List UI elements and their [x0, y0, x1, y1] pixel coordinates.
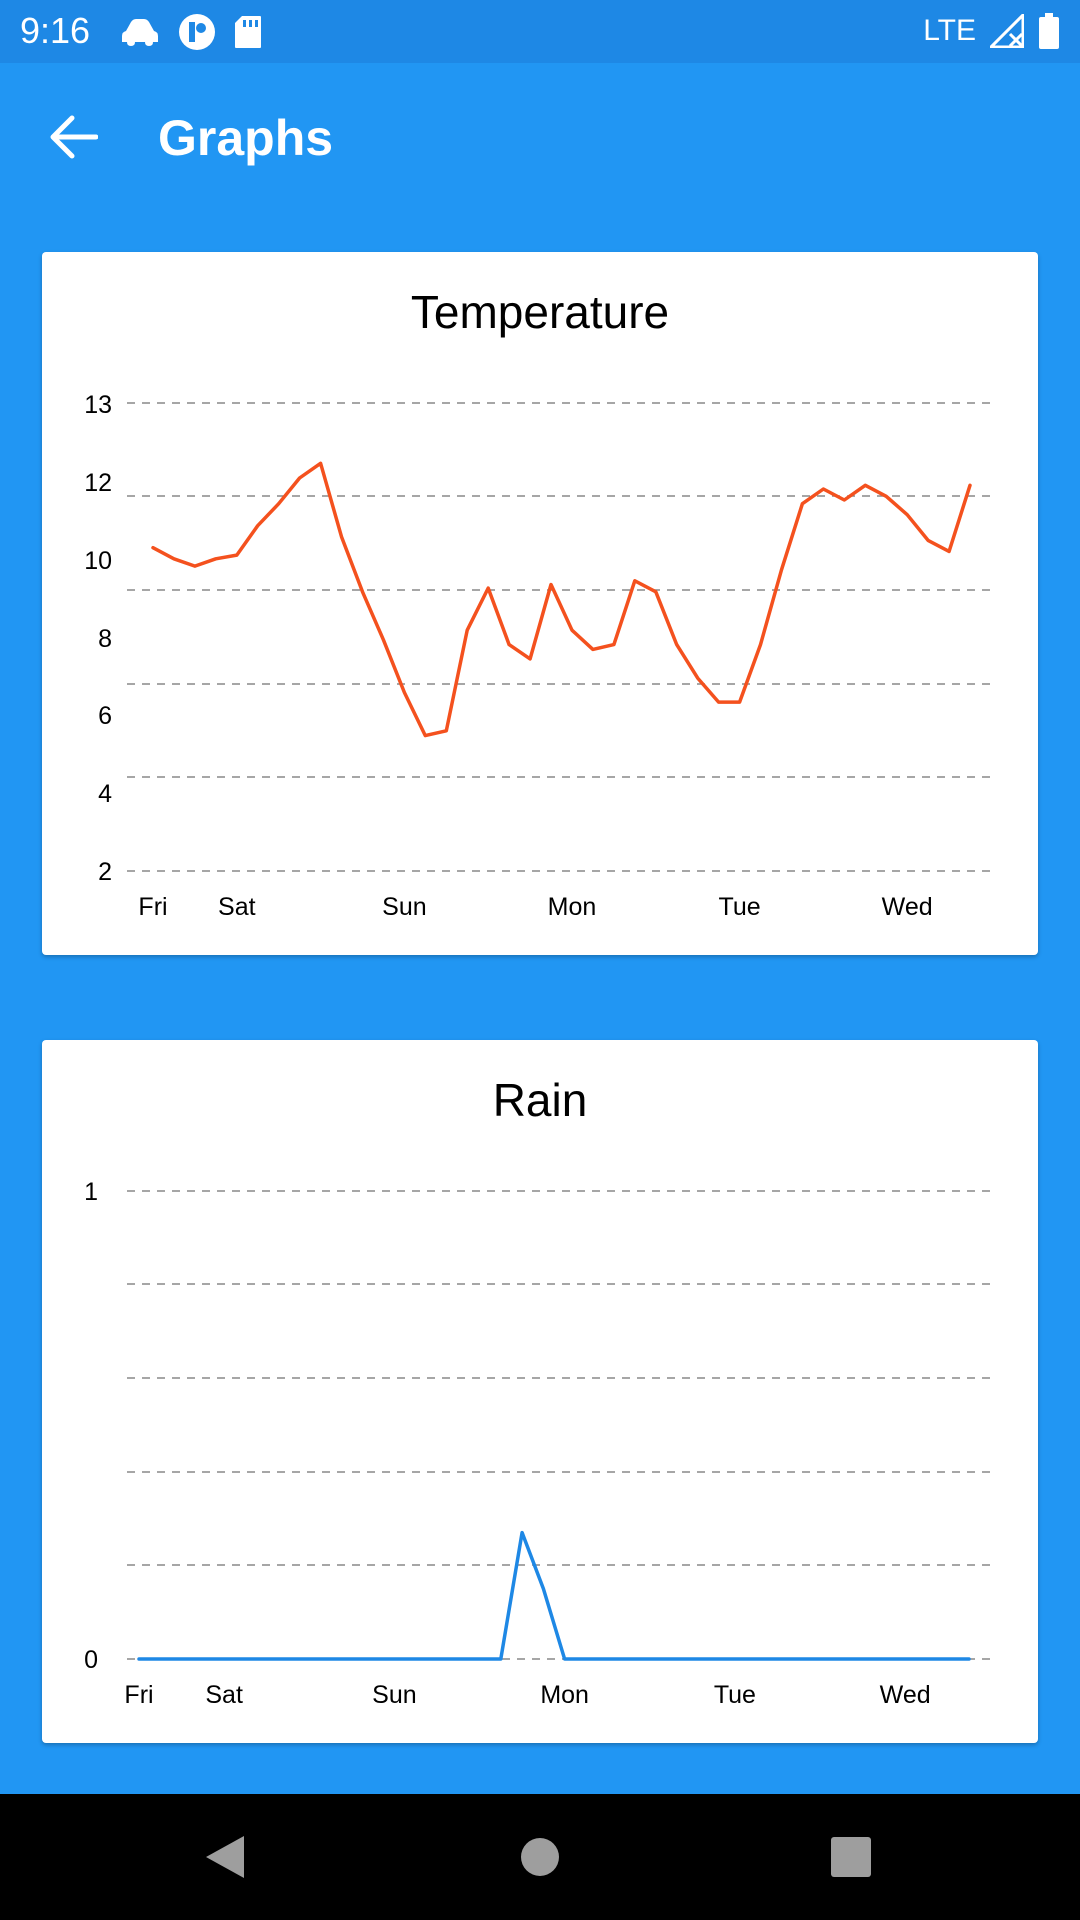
page-title: Graphs: [158, 110, 334, 166]
y-tick-label: 4: [98, 780, 112, 808]
x-tick-label: Tue: [714, 1681, 756, 1709]
x-tick-label: Tue: [718, 893, 760, 921]
x-tick-label: Fri: [138, 893, 167, 921]
signal-icon: [990, 14, 1024, 48]
y-tick-label: 1: [84, 1178, 98, 1206]
back-triangle-icon[interactable]: [192, 1824, 258, 1890]
chart-title: Temperature: [411, 286, 669, 338]
car-icon: [122, 19, 158, 46]
temperature-chart-card: Temperature 2 4 6 8 10 12 13 Fri Sat Sun Mon Tue Wed: [42, 252, 1038, 955]
back-button[interactable]: [36, 107, 112, 167]
status-time: 9:16: [20, 10, 91, 51]
app-notification-icon: [179, 14, 215, 50]
x-tick-label: Wed: [882, 893, 933, 921]
series-line: [151, 461, 972, 738]
x-tick-label: Mon: [548, 893, 597, 921]
sd-card-icon: [235, 16, 261, 48]
status-icons-right: LTE: [923, 10, 1060, 52]
chart-title: Rain: [493, 1074, 588, 1126]
y-tick-label: 8: [98, 625, 112, 653]
arrow-back-icon: [50, 115, 98, 159]
status-bar: 9:16 LTE: [0, 0, 1080, 63]
y-tick-label: 12: [84, 469, 112, 497]
series-line: [137, 1530, 971, 1661]
rain-chart: Rain 0 1 Fri Sat Sun Mon Tue Wed: [84, 1074, 997, 1709]
network-type: LTE: [923, 14, 976, 47]
app-bar: Graphs: [0, 63, 1080, 210]
y-tick-label: 13: [84, 391, 112, 419]
x-tick-label: Sun: [382, 893, 426, 921]
y-tick-label: 0: [84, 1646, 98, 1674]
x-tick-label: Sat: [205, 1681, 243, 1709]
x-tick-label: Sun: [372, 1681, 416, 1709]
x-tick-label: Mon: [540, 1681, 589, 1709]
status-icons-left: [120, 12, 262, 52]
home-circle-icon[interactable]: [507, 1824, 573, 1890]
navigation-bar: [0, 1794, 1080, 1920]
rain-chart-card: Rain 0 1 Fri Sat Sun Mon Tue Wed: [42, 1040, 1038, 1743]
y-tick-label: 2: [98, 858, 112, 886]
x-tick-label: Wed: [880, 1681, 931, 1709]
x-tick-label: Fri: [124, 1681, 153, 1709]
recents-square-icon[interactable]: [818, 1824, 884, 1890]
battery-icon: [1039, 13, 1059, 49]
temperature-chart: Temperature 2 4 6 8 10 12 13 Fri Sat Sun Mon Tue Wed: [84, 286, 997, 921]
y-tick-label: 6: [98, 702, 112, 730]
y-tick-label: 10: [84, 547, 112, 575]
x-tick-label: Sat: [218, 893, 256, 921]
